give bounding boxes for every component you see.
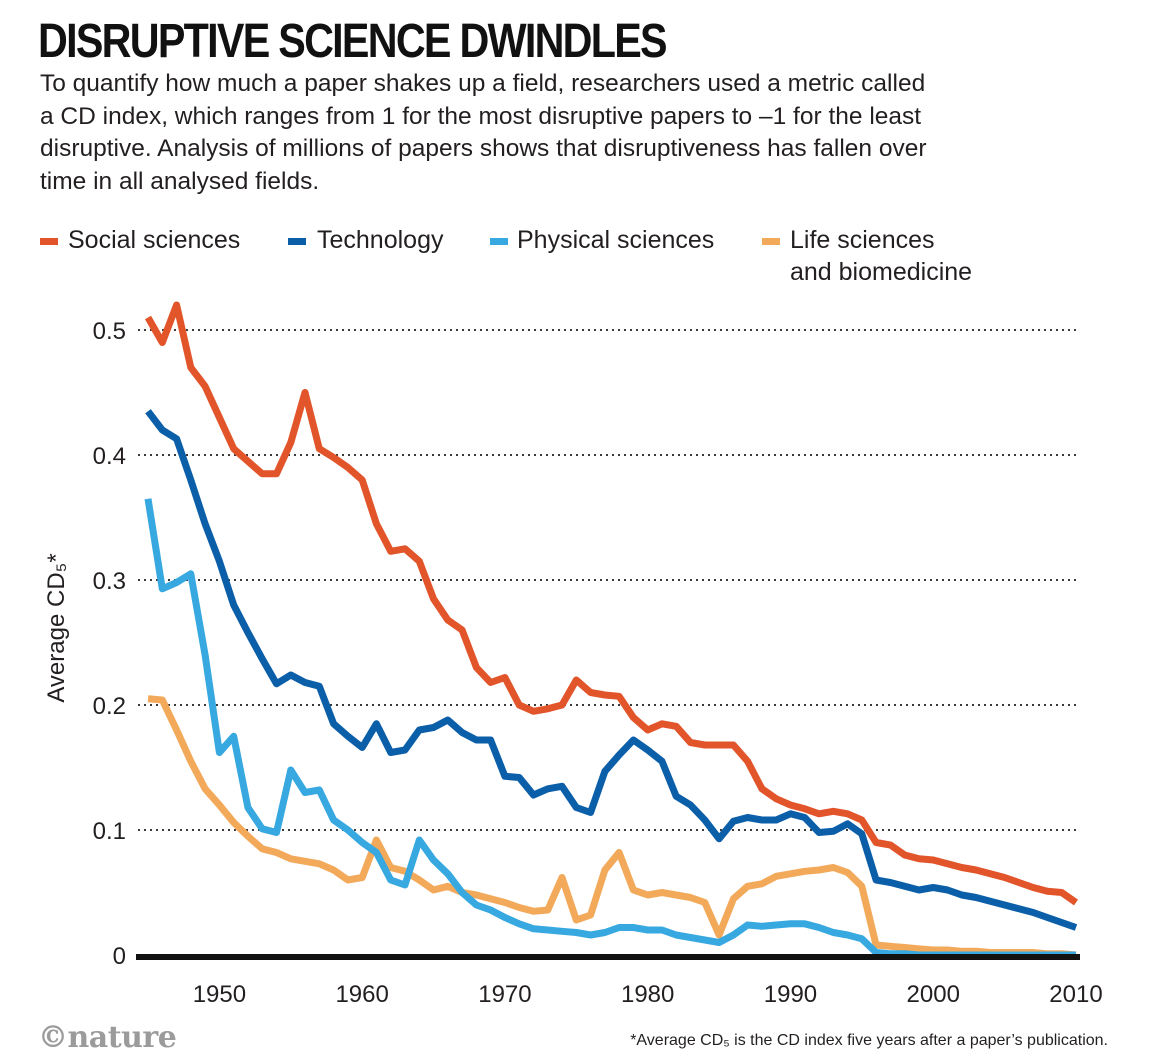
- series-line-life-sciences-and-biomedicine: [147, 695, 1077, 959]
- gridlines: [138, 329, 1080, 831]
- x-tick-label: 2010: [1049, 981, 1102, 1008]
- x-axis-ticks: 1950 1960 1970 1980 1990 2000 2010: [193, 981, 1103, 1008]
- legend-item-life-sciences: Life sciences and biomedicine: [762, 224, 972, 288]
- series-line-social-sciences: [144, 301, 1079, 906]
- x-tick-label: 1960: [335, 981, 388, 1008]
- legend-label-life-sciences-line1: Life sciences: [790, 226, 935, 254]
- x-tick-label: 2000: [907, 981, 960, 1008]
- y-tick-label: 0.3: [93, 568, 126, 595]
- x-tick-label: 1950: [193, 981, 246, 1008]
- y-tick-label: 0.5: [93, 318, 126, 345]
- y-axis-ticks: 0 0.1 0.2 0.3 0.4 0.5: [93, 318, 126, 970]
- legend-item-social-sciences: Social sciences: [40, 224, 240, 256]
- chart-title: DISRUPTIVE SCIENCE DWINDLES: [38, 15, 668, 68]
- legend-label-technology: Technology: [317, 226, 444, 254]
- legend-swatch-social-sciences: [40, 238, 58, 245]
- legend-label-physical-sciences: Physical sciences: [517, 226, 715, 254]
- legend-swatch-life-sciences: [762, 238, 780, 245]
- footnote: *Average CD₅ is the CD index five years …: [630, 1032, 1108, 1049]
- chart-subtitle: To quantify how much a paper shakes up a…: [40, 70, 927, 195]
- y-axis-label: Average CD₅*: [43, 553, 70, 702]
- y-tick-label: 0.4: [93, 443, 126, 470]
- y-tick-label: 0.1: [93, 818, 126, 845]
- nature-logo: ©nature: [38, 1020, 177, 1055]
- x-tick-label: 1980: [621, 981, 674, 1008]
- x-tick-label: 1990: [764, 981, 817, 1008]
- legend-label-social-sciences: Social sciences: [68, 226, 241, 254]
- legend-item-physical-sciences: Physical sciences: [490, 224, 714, 256]
- series-line-technology: [145, 409, 1078, 931]
- y-tick-label: 0.2: [93, 693, 126, 720]
- legend-label-life-sciences-line2: and biomedicine: [790, 258, 973, 286]
- series-lines: [144, 301, 1079, 959]
- legend-swatch-technology: [288, 238, 306, 245]
- legend-item-technology: Technology: [288, 224, 443, 256]
- y-tick-label: 0: [113, 943, 126, 970]
- x-tick-label: 1970: [478, 981, 531, 1008]
- legend-swatch-physical-sciences: [490, 238, 508, 245]
